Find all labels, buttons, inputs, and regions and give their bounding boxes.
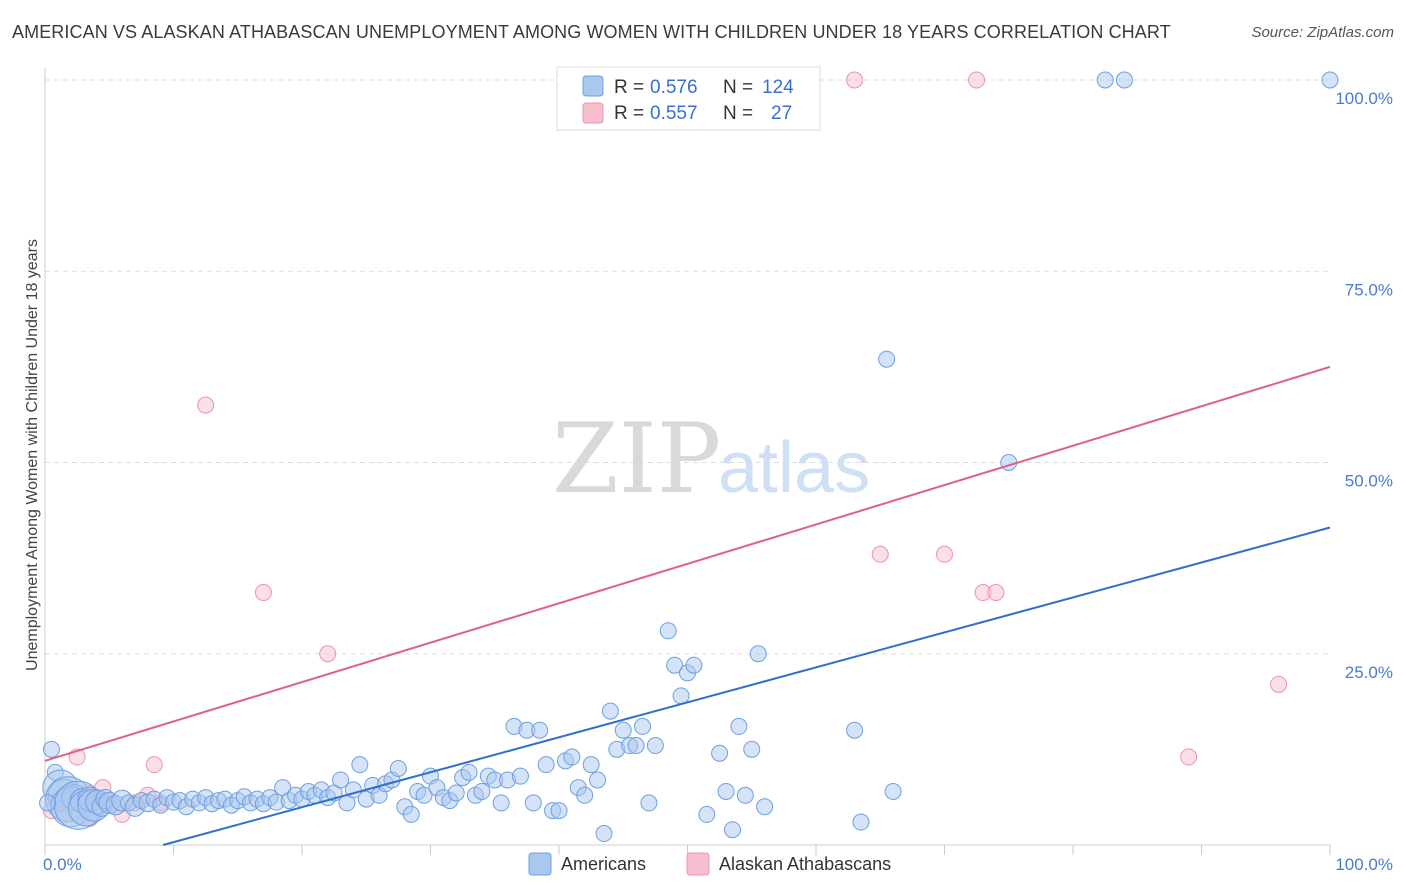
legend-r-label-americans: R = xyxy=(614,77,644,98)
legend-r-value-americans: 0.576 xyxy=(650,77,698,98)
americans-point xyxy=(666,656,684,674)
y-tick-label: 75.0% xyxy=(1345,280,1393,299)
americans-trend-line xyxy=(162,526,1331,846)
americans-point xyxy=(672,687,690,705)
americans-point xyxy=(614,721,632,739)
americans-point xyxy=(878,350,896,368)
source-label: Source: ZipAtlas.com xyxy=(1251,24,1394,41)
x-tick-label: 0.0% xyxy=(43,855,82,874)
legend-n-label-americans: N = xyxy=(723,77,753,98)
americans-point xyxy=(576,786,594,804)
americans-point xyxy=(332,771,350,789)
chart-title: AMERICAN VS ALASKAN ATHABASCAN UNEMPLOYM… xyxy=(12,22,1171,42)
americans-point xyxy=(723,821,741,839)
americans-point xyxy=(711,744,729,762)
bottom-legend-swatch-americans xyxy=(528,852,552,876)
americans-point xyxy=(601,702,619,720)
americans-point xyxy=(524,794,542,812)
americans-point xyxy=(460,763,478,781)
alaskan-point xyxy=(254,584,272,602)
alaskan-point xyxy=(1180,748,1198,766)
alaskan-point xyxy=(197,396,215,414)
y-tick-labels: 25.0% 50.0% 75.0% 100.0% xyxy=(1335,89,1393,682)
alaskan-trend-line xyxy=(44,365,1331,762)
americans-point xyxy=(582,756,600,774)
alaskan-point xyxy=(145,756,163,774)
bottom-legend-swatch-alaskan xyxy=(686,852,710,876)
legend-swatch-alaskan xyxy=(582,102,604,124)
americans-points xyxy=(39,71,1339,843)
americans-point xyxy=(685,656,703,674)
americans-point xyxy=(42,740,60,758)
americans-point xyxy=(447,784,465,802)
americans-point xyxy=(730,717,748,735)
americans-point xyxy=(736,786,754,804)
bottom-legend: Americans Alaskan Athabascans xyxy=(528,852,891,876)
alaskan-point xyxy=(1270,675,1288,693)
x-tick-label: 100.0% xyxy=(1335,855,1393,874)
americans-point xyxy=(511,767,529,785)
y-tick-label: 50.0% xyxy=(1345,472,1393,491)
legend-r-label-alaskan: R = xyxy=(614,103,644,124)
americans-point xyxy=(531,721,549,739)
alaskan-point xyxy=(871,545,889,563)
watermark: ZIP atlas xyxy=(552,403,870,515)
y-axis-label: Unemployment Among Women with Children U… xyxy=(24,239,41,671)
americans-point xyxy=(852,813,870,831)
americans-point xyxy=(415,786,433,804)
americans-point xyxy=(589,771,607,789)
legend-n-value-americans: 124 xyxy=(762,77,794,98)
americans-point xyxy=(402,805,420,823)
americans-point xyxy=(749,645,767,663)
americans-point xyxy=(634,717,652,735)
americans-point xyxy=(627,737,645,755)
americans-point xyxy=(473,782,491,800)
americans-point xyxy=(1321,71,1339,89)
legend-swatch-americans xyxy=(582,75,604,97)
y-tick-label: 25.0% xyxy=(1345,663,1393,682)
bottom-legend-label-americans: Americans xyxy=(561,854,646,874)
americans-point xyxy=(884,782,902,800)
alaskan-point xyxy=(968,71,986,89)
watermark-zip: ZIP xyxy=(552,403,721,515)
grid-lines xyxy=(45,79,1330,655)
americans-point xyxy=(389,760,407,777)
alaskan-point xyxy=(846,71,864,89)
americans-point xyxy=(640,794,658,812)
americans-point xyxy=(492,794,510,812)
alaskan-point xyxy=(987,584,1005,602)
bottom-legend-label-alaskan: Alaskan Athabascans xyxy=(719,854,891,874)
alaskan-point xyxy=(319,645,337,663)
legend-r-value-alaskan: 0.557 xyxy=(650,103,698,124)
x-tick-labels: 0.0% 100.0% xyxy=(43,855,1393,874)
americans-point xyxy=(595,825,613,843)
americans-point xyxy=(537,756,555,774)
americans-point xyxy=(743,740,761,758)
legend-n-value-alaskan: 27 xyxy=(771,103,792,124)
americans-point xyxy=(1115,71,1133,89)
americans-point xyxy=(1096,71,1114,89)
americans-point xyxy=(563,748,581,766)
top-legend: R = 0.576 N = 124 R = 0.557 N = 27 xyxy=(556,66,821,131)
americans-point xyxy=(646,737,664,755)
americans-point xyxy=(756,798,774,816)
alaskan-point xyxy=(936,545,953,563)
legend-n-label-alaskan: N = xyxy=(723,103,753,124)
americans-point xyxy=(550,802,568,820)
americans-point xyxy=(351,756,369,774)
americans-point xyxy=(659,622,677,640)
y-tick-label: 100.0% xyxy=(1335,89,1393,108)
americans-point xyxy=(717,782,735,800)
watermark-atlas: atlas xyxy=(718,428,870,508)
americans-point xyxy=(846,721,864,739)
americans-point xyxy=(698,805,716,823)
trend-lines xyxy=(44,365,1331,846)
americans-point xyxy=(39,794,57,812)
